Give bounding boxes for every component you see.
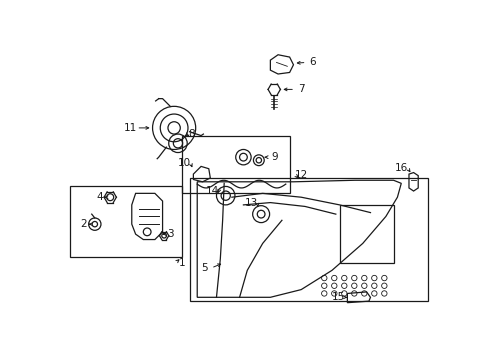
Bar [182,136,290,193]
Text: 11: 11 [123,123,137,133]
Text: 7: 7 [298,84,304,94]
Text: 14: 14 [206,186,219,196]
Text: 13: 13 [245,198,258,208]
Text: 16: 16 [394,163,408,173]
Text: 1: 1 [178,258,185,267]
Text: 3: 3 [167,229,173,239]
Text: 15: 15 [332,292,345,302]
Bar [190,178,428,301]
Text: 12: 12 [294,170,308,180]
Text: 6: 6 [309,58,316,67]
Bar [70,186,182,257]
Text: 8: 8 [189,129,195,139]
Text: 9: 9 [271,152,277,162]
Text: 5: 5 [201,263,208,273]
Text: 10: 10 [177,158,191,167]
Text: 2: 2 [81,219,87,229]
Bar [340,205,393,263]
Text: 4: 4 [96,192,103,202]
